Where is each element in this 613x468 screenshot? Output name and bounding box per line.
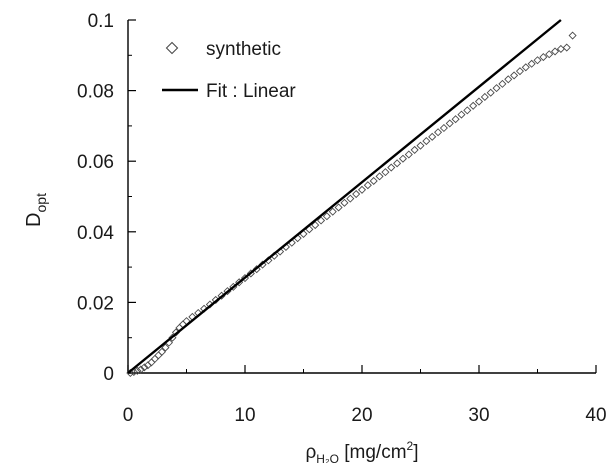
data-point [551,47,560,56]
data-point [533,56,542,65]
data-point [398,154,407,163]
legend-label-fit: Fit : Linear [206,81,296,102]
data-point [133,366,142,375]
data-point [136,365,145,374]
data-point [469,101,478,110]
data-point [334,203,343,212]
x-tick-label: 0 [123,405,134,426]
data-point [527,59,536,68]
data-point [515,67,524,76]
y-tick-label: 0.02 [77,293,114,314]
data-point [451,115,460,124]
data-point [154,351,163,360]
data-point [363,181,372,190]
data-point [439,123,448,133]
data-point [539,53,548,62]
marks-layer [126,19,577,378]
data-point [463,106,472,115]
data-point [311,221,320,230]
y-tick-label: 0.06 [77,152,114,173]
x-axis-label: ρH₂O [mg/cm2] [305,439,418,463]
y-axis-label-base: D [23,213,45,227]
x-axis-label-base: ρ [305,442,316,463]
data-point [410,145,419,154]
x-tick-label: 10 [234,405,255,426]
data-point [404,150,413,159]
x-axis-label-suffix: ] [413,442,418,463]
x-tick-label: 40 [585,405,606,426]
y-tick-label: 0.1 [88,11,114,32]
data-point [434,128,443,137]
data-point [340,198,349,207]
x-axis-label-units: [mg/cm [339,442,407,463]
x-axis-label-sub: H₂O [316,452,339,463]
data-point [428,132,437,141]
x-axis-label-sup: 2 [407,439,414,453]
x-tick-label: 20 [351,405,372,426]
legend: synthetic Fit : Linear [162,39,296,102]
y-tick-label: 0.08 [77,82,114,103]
axis-labels: ρH₂O [mg/cm2] Dopt [23,193,419,466]
legend-label-synthetic: synthetic [206,39,281,60]
data-point [393,159,402,168]
data-point [252,265,261,274]
data-point [492,84,501,93]
data-point [140,363,149,372]
data-point [157,347,166,356]
data-point [352,189,361,199]
x-tick-label: 30 [468,405,489,426]
data-point [457,110,466,119]
data-point [510,71,519,80]
data-point [258,260,267,269]
y-tick-label: 0.04 [77,223,114,244]
data-point [381,168,390,177]
data-point [504,75,513,84]
legend-marker-synthetic [165,41,179,55]
data-point [387,163,396,172]
data-point [375,172,384,181]
data-point [521,63,530,72]
data-point [369,176,378,186]
data-point [357,185,367,194]
y-axis-label: Dopt [23,193,49,227]
data-point [161,343,170,352]
data-point [322,212,331,221]
data-point [150,354,159,363]
fit-line-segment [127,19,562,374]
data-point [416,141,425,150]
data-point [168,333,177,342]
data-point [568,31,577,40]
data-point [480,92,489,101]
y-axis-label-sub: opt [33,193,49,213]
data-point [422,137,431,146]
data-point [498,79,507,88]
data-point [317,216,326,225]
data-point [486,88,495,97]
data-point [346,194,355,203]
axes-layer: 0 10 20 30 40 0 0.02 0.04 0.06 0.08 0.1 [77,11,607,426]
data-point [474,97,484,106]
data-point [445,119,454,128]
data-point [328,207,337,216]
data-point [562,43,571,52]
data-point [545,50,554,59]
y-tick-label: 0 [103,364,114,385]
